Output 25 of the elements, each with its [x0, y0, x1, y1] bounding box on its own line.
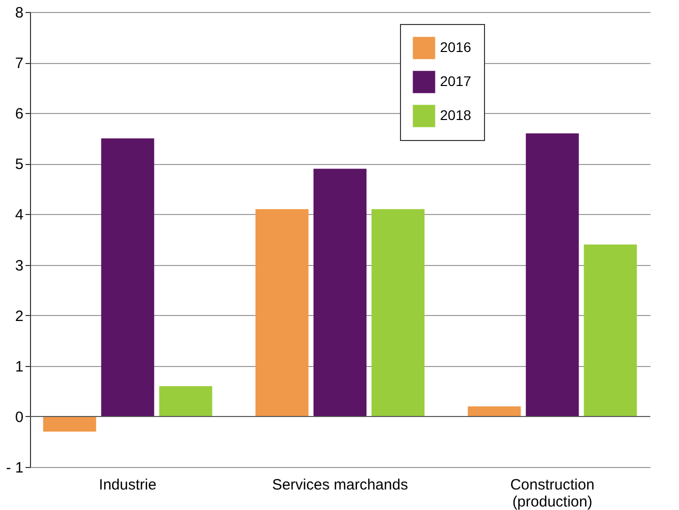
y-tick-label: 3: [15, 257, 24, 274]
x-tick-label: Construction (production): [510, 476, 594, 510]
bar: [372, 209, 425, 416]
y-tick-label: 0: [15, 408, 24, 426]
bar: [584, 244, 637, 416]
y-tick-label: 6: [15, 106, 24, 123]
x-tick-label: Industrie: [98, 476, 156, 494]
bar: [255, 209, 308, 416]
y-tick-label: 7: [15, 55, 24, 72]
bar: [159, 386, 212, 416]
bar: [43, 416, 96, 432]
y-tick-label: 5: [15, 156, 24, 174]
bar: [468, 406, 521, 416]
legend-label: 2016: [440, 39, 472, 55]
y-tick-label: 1: [15, 358, 24, 376]
legend-label: 2017: [440, 73, 472, 89]
y-tick-label: 8: [15, 4, 24, 22]
bar: [314, 168, 366, 416]
y-tick-label: 2: [15, 308, 24, 325]
x-tick-label: Services marchands: [272, 476, 408, 494]
legend-label: 2018: [440, 107, 472, 123]
y-tick-label: - 1: [6, 460, 24, 476]
y-tick-label: 4: [15, 206, 24, 224]
bar: [101, 138, 154, 416]
bar: [526, 133, 579, 416]
